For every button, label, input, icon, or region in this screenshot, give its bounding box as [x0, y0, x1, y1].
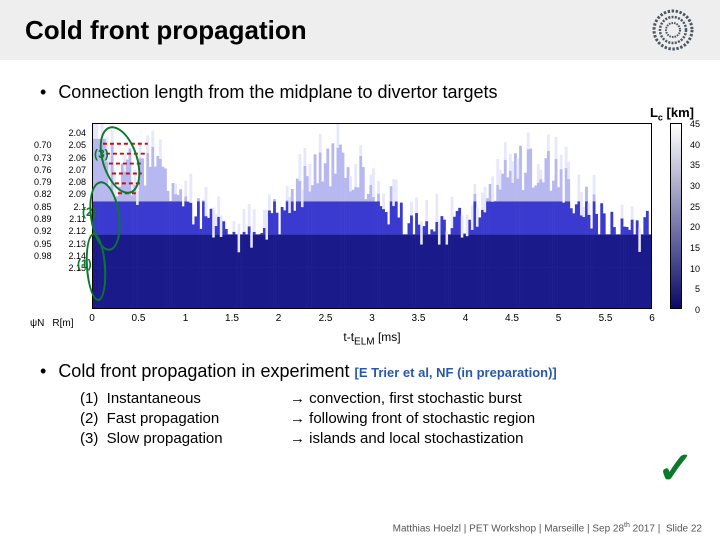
sublist-right: → following front of stochastic region: [290, 410, 690, 427]
y-tick: 0.922.12: [30, 227, 90, 239]
x-tick: 5.5: [599, 313, 613, 324]
sublist: (1) Instantaneous→ convection, first sto…: [80, 390, 690, 447]
x-tick: 0: [89, 313, 95, 324]
bullet-1: Connection length from the midplane to d…: [40, 82, 690, 103]
heatmap-plot: [92, 123, 652, 309]
sublist-row: (2) Fast propagation→ following front of…: [80, 410, 690, 427]
sublist-row: (1) Instantaneous→ convection, first sto…: [80, 390, 690, 407]
x-tick: 4.5: [505, 313, 519, 324]
sublist-row: (3) Slow propagation→ islands and local …: [80, 430, 690, 447]
logo-icon: [651, 8, 695, 52]
bullet-2-main: Cold front propagation in experiment: [58, 361, 349, 381]
title-bar: Cold front propagation: [0, 0, 720, 62]
sublist-right: → convection, first stochastic burst: [290, 390, 690, 407]
x-tick: 1.5: [225, 313, 239, 324]
colorbar-tick: 15: [690, 243, 700, 253]
x-tick: 0.5: [132, 313, 146, 324]
content-area: Connection length from the midplane to d…: [0, 62, 720, 447]
annotation-label: (1): [77, 257, 92, 271]
citation: [E Trier et al, NF (in preparation)]: [355, 365, 557, 380]
r-label: R[m]: [52, 318, 73, 329]
colorbar-tick: 45: [690, 119, 700, 129]
heatmap-svg: [93, 124, 651, 308]
annotation-label: (2): [82, 205, 97, 219]
colorbar-tick: 25: [690, 202, 700, 212]
x-tick: 3: [369, 313, 375, 324]
x-tick: 6: [649, 313, 655, 324]
checkmark-icon: ✓: [657, 443, 694, 494]
colorbar: [670, 123, 682, 309]
lc-label: Lc [km]: [650, 105, 694, 123]
y-axis-ticks: 2.040.702.050.732.060.762.070.792.080.82…: [30, 129, 90, 277]
sublist-right: → islands and local stochastization: [290, 430, 690, 447]
colorbar-tick: 30: [690, 181, 700, 191]
x-tick: 4: [463, 313, 469, 324]
page-title: Cold front propagation: [25, 15, 307, 46]
x-tick: 5: [556, 313, 562, 324]
x-tick: 3.5: [412, 313, 426, 324]
bullet-1-text: Connection length from the midplane to d…: [58, 82, 497, 103]
x-tick: 2.5: [319, 313, 333, 324]
colorbar-tick: 40: [690, 140, 700, 150]
sublist-left: (3) Slow propagation: [80, 430, 290, 447]
x-tick: 2: [276, 313, 282, 324]
psi-label: ψN: [30, 318, 44, 329]
colorbar-tick: 0: [695, 305, 700, 315]
bullet-2-text: Cold front propagation in experiment [E …: [58, 361, 556, 382]
x-tick: 1: [183, 313, 189, 324]
colorbar-tick: 5: [695, 284, 700, 294]
colorbar-tick: 10: [690, 264, 700, 274]
sublist-left: (2) Fast propagation: [80, 410, 290, 427]
colorbar-ticks: 454035302520151050: [684, 123, 700, 309]
annotation-label: (3): [94, 147, 109, 161]
colorbar-tick: 35: [690, 160, 700, 170]
sublist-left: (1) Instantaneous: [80, 390, 290, 407]
x-axis-ticks: 0 0.5 1 1.5 2 2.5 3 3.5 4 4.5 5 5.5 6: [92, 313, 652, 327]
chart-container: Lc [km] 2.040.702.050.732.060.762.070.79…: [30, 111, 700, 351]
colorbar-tick: 20: [690, 222, 700, 232]
x-axis-label: t-tELM [ms]: [92, 330, 652, 347]
footer: Matthias Hoelzl | PET Workshop | Marseil…: [393, 522, 702, 534]
y-tick: 0.822.09: [30, 190, 90, 202]
y-axis-labels: ψN R[m]: [30, 318, 73, 329]
y-tick: 0.702.05: [30, 141, 90, 153]
bullet-2: Cold front propagation in experiment [E …: [40, 361, 690, 382]
